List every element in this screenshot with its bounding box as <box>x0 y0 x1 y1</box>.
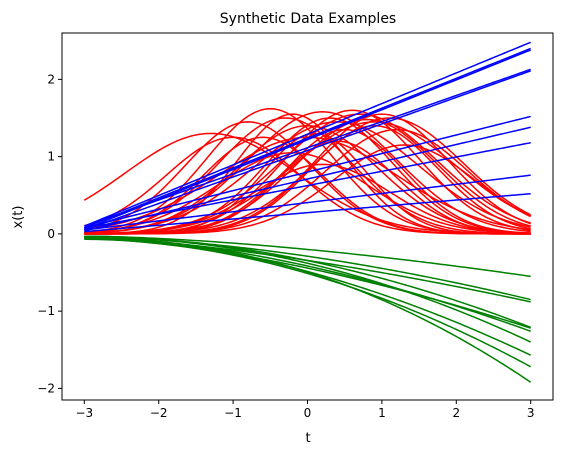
blue-line-9 <box>84 174 531 231</box>
green-curve-10 <box>84 236 531 332</box>
y-tick-label: 1 <box>47 150 55 164</box>
blue-line-8 <box>84 141 531 230</box>
green-curve-7 <box>84 237 532 356</box>
red-curve-12 <box>84 121 531 234</box>
x-axis-label: t <box>305 431 310 446</box>
x-tick-label: −2 <box>150 406 168 420</box>
red-curve-25 <box>84 144 531 235</box>
red-curve-22 <box>84 140 531 235</box>
y-tick-label: −2 <box>37 381 55 395</box>
green-curve-8 <box>84 238 532 368</box>
y-tick-label: −1 <box>37 304 55 318</box>
y-tick-label: 0 <box>47 227 55 241</box>
y-axis: −2 −1 0 1 2 <box>37 72 62 395</box>
red-curve-7 <box>84 113 531 235</box>
x-axis: −3 −2 −1 0 1 2 3 <box>75 400 535 420</box>
x-tick-label: 3 <box>527 406 535 420</box>
blue-line-10 <box>84 192 531 233</box>
green-curve-3 <box>84 237 531 303</box>
series-layer <box>83 41 532 383</box>
blue-line-6 <box>84 115 531 229</box>
chart-title: Synthetic Data Examples <box>220 11 396 27</box>
x-tick-label: −1 <box>224 406 242 420</box>
green-curve-6 <box>84 236 531 343</box>
blue-line-2 <box>84 47 531 229</box>
green-curve-5 <box>84 237 531 329</box>
x-tick-label: 2 <box>452 406 460 420</box>
red-curve-23 <box>84 152 531 235</box>
x-tick-label: −3 <box>75 406 93 420</box>
y-axis-label: x(t) <box>11 206 26 229</box>
blue-line-1 <box>84 41 531 227</box>
blue-line-4 <box>84 68 531 227</box>
blue-line-5 <box>84 70 531 231</box>
x-tick-label: 1 <box>378 406 386 420</box>
y-tick-label: 2 <box>47 72 55 86</box>
red-curve-24 <box>84 163 531 235</box>
x-tick-label: 0 <box>304 406 312 420</box>
